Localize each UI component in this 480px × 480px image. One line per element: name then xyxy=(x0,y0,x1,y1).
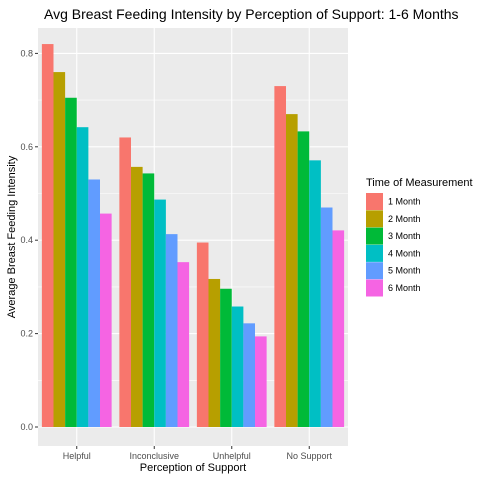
legend-key xyxy=(366,210,383,228)
legend-label: 4 Month xyxy=(388,248,421,258)
legend-label: 2 Month xyxy=(388,214,421,224)
bar xyxy=(76,127,89,427)
bar xyxy=(165,234,178,427)
bar xyxy=(154,199,166,427)
legend-label: 1 Month xyxy=(388,197,421,207)
y-tick-label: 0.4 xyxy=(20,235,33,245)
x-axis-title: Perception of Support xyxy=(140,462,246,474)
bar xyxy=(332,230,345,427)
bar xyxy=(243,323,255,427)
bar xyxy=(208,278,221,427)
bar xyxy=(286,114,298,428)
bar xyxy=(41,44,54,428)
legend: Time of Measurement 1 Month 2 Month 3 Mont… xyxy=(366,177,473,297)
bar xyxy=(177,262,190,427)
y-tick-label: 0.6 xyxy=(20,142,33,152)
x-tick-label: Unhelpful xyxy=(213,451,251,461)
bar xyxy=(100,213,112,427)
legend-key xyxy=(366,193,383,210)
legend-key xyxy=(366,227,383,245)
bars xyxy=(41,44,345,428)
legend-key xyxy=(366,244,383,262)
bar xyxy=(309,160,321,427)
bar xyxy=(119,137,131,427)
bar xyxy=(53,72,66,427)
bar xyxy=(297,131,310,427)
bar xyxy=(196,242,209,427)
x-tick-label: No Support xyxy=(286,451,332,461)
legend-label: 5 Month xyxy=(388,266,421,276)
legend-label: 6 Month xyxy=(388,283,421,293)
bar xyxy=(131,166,143,428)
legend-key xyxy=(366,262,383,280)
x-tick-label: Inconclusive xyxy=(129,451,179,461)
y-tick-label: 0.8 xyxy=(20,48,33,58)
x-tick-label: Helpful xyxy=(63,451,91,461)
x-axis: Helpful Inconclusive Unhelpful No Support xyxy=(63,446,333,461)
y-axis: 0.0 0.2 0.4 0.6 0.8 xyxy=(20,48,38,432)
bar xyxy=(231,306,244,427)
y-tick-label: 0.2 xyxy=(20,329,33,339)
bar xyxy=(320,207,333,427)
y-tick-label: 0.0 xyxy=(20,422,33,432)
legend-key xyxy=(366,279,383,297)
y-axis-title: Average Breast Feeding Intensity xyxy=(6,155,18,318)
bar xyxy=(65,97,77,427)
bar xyxy=(220,288,232,427)
bar xyxy=(142,173,155,427)
legend-title: Time of Measurement xyxy=(366,177,473,189)
bar xyxy=(88,179,100,427)
bar xyxy=(255,336,267,427)
bar xyxy=(274,86,286,427)
legend-label: 3 Month xyxy=(388,231,421,241)
chart-title: Avg Breast Feeding Intensity by Percepti… xyxy=(44,6,459,22)
